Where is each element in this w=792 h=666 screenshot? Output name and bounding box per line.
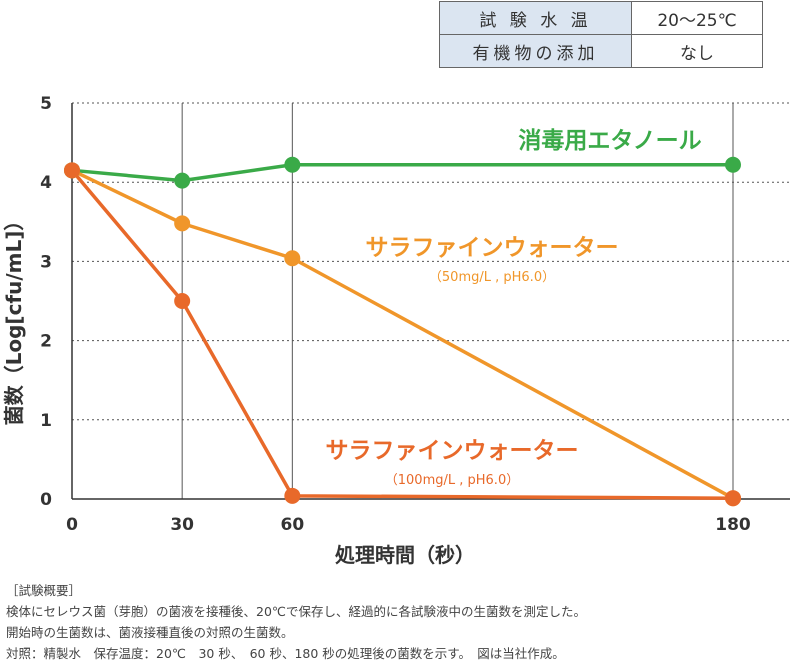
series-sublabel: （100mg/L , pH6.0） (385, 473, 519, 488)
data-point (64, 162, 80, 179)
notes-line: 対照：精製水 保存温度：20℃ 30 秒、 60 秒、180 秒の処理後の菌数を… (6, 646, 565, 661)
data-point (174, 172, 191, 189)
series-sublabel: （50mg/L , pH6.0） (429, 270, 555, 285)
y-tick-label: 2 (40, 332, 52, 352)
series-line (70, 169, 734, 500)
x-tick-label: 30 (170, 515, 194, 535)
y-tick-label: 3 (40, 252, 52, 272)
x-tick-label: 60 (280, 515, 304, 535)
notes-line: 開始時の生菌数は、菌液接種直後の対照の生菌数。 (6, 625, 294, 640)
x-axis-title: 処理時間（秒） (335, 543, 475, 567)
series-line (71, 168, 734, 500)
condition-label: 試 験 水 温 (439, 1, 632, 35)
y-tick-label: 5 (40, 94, 52, 114)
condition-row: 有機物の添加 なし (439, 34, 763, 68)
data-point (174, 293, 191, 309)
data-point (284, 156, 301, 173)
data-point (284, 250, 301, 267)
data-point (284, 487, 301, 504)
x-tick-label: 0 (66, 515, 78, 535)
series-label: サラファインウォーター (366, 235, 619, 261)
notes-line: 検体にセレウス菌（芽胞）の菌液を接種後、20℃で保存し、経過的に各試験液中の生菌… (6, 604, 586, 619)
bacteria-count-chart: 0 1 2 3 4 5 0 30 60 180 処理時間（秒） 菌数（Log[cfu/mL]） 消毒用エ… (2, 94, 790, 567)
notes-heading: ［試験概要］ (6, 583, 82, 598)
test-conditions-table: 試 験 水 温 20〜25℃ 有機物の添加 なし (439, 1, 763, 68)
y-tick-label: 4 (40, 173, 52, 193)
data-point (725, 156, 741, 173)
condition-label: 有機物の添加 (439, 34, 632, 68)
y-axis-title: 菌数（Log[cfu/mL]） (2, 211, 26, 426)
x-tick-label: 180 (715, 515, 751, 535)
y-tick-label: 0 (40, 490, 52, 510)
series-label: 消毒用エタノール (518, 128, 701, 154)
condition-row: 試 験 水 温 20〜25℃ (439, 1, 763, 35)
test-notes: ［試験概要］ 検体にセレウス菌（芽胞）の菌液を接種後、20℃で保存し、経過的に各… (6, 580, 792, 664)
data-point (174, 215, 191, 232)
data-point (725, 490, 741, 507)
condition-value: なし (631, 34, 763, 68)
y-tick-label: 1 (40, 411, 52, 431)
condition-value: 20〜25℃ (631, 1, 763, 35)
series-label: サラファインウォーター (326, 438, 579, 464)
series-line (71, 163, 733, 183)
